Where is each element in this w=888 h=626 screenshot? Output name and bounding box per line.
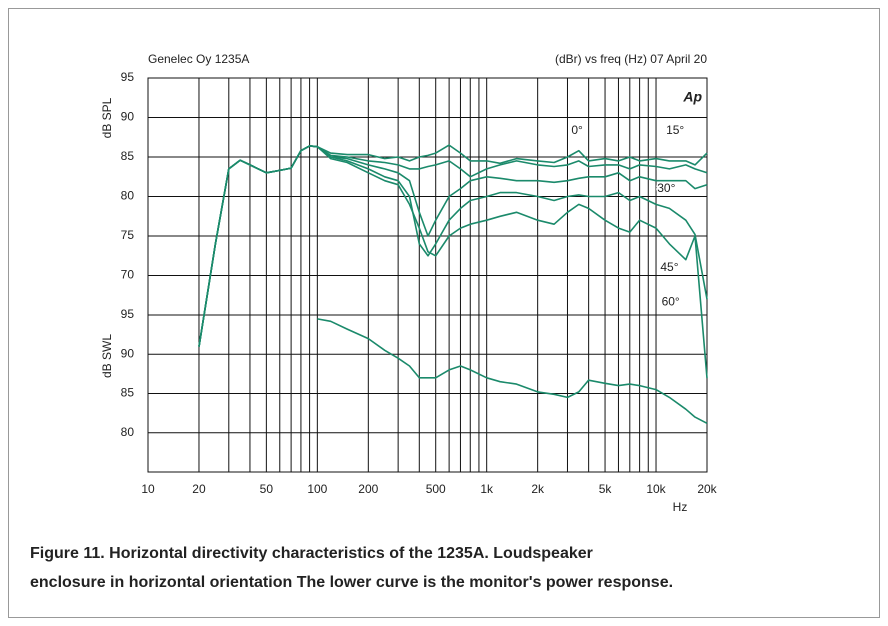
annotation: 30° [657,181,675,195]
chart-subtitle: (dBr) vs freq (Hz) 07 April 20 [555,52,707,66]
annotation: 0° [571,123,583,137]
caption: enclosure in horizontal orientation The … [30,574,673,591]
x-axis-label: Hz [673,500,688,514]
x-tick-label: 10 [141,482,155,496]
logo: Ap [682,89,702,105]
x-tick-label: 50 [260,482,274,496]
caption: Figure 11. Horizontal directivity charac… [30,545,593,562]
annotation: 45° [660,260,678,274]
y-tick-label: 90 [121,110,135,124]
y-tick-label: 95 [121,70,135,84]
y-tick-label: 80 [121,189,135,203]
y-tick-label: 70 [121,268,135,282]
x-tick-label: 1k [480,482,494,496]
y-tick-label: 75 [121,228,135,242]
y2-axis-label: dB SWL [100,334,114,378]
frame [8,8,880,618]
y2-tick-label: 80 [121,425,135,439]
x-tick-label: 10k [646,482,666,496]
series-line [198,145,708,379]
y2-tick-label: 90 [121,346,135,360]
x-tick-label: 2k [531,482,545,496]
x-tick-label: 20k [697,482,717,496]
series-line [317,318,708,425]
y2-tick-label: 95 [121,307,135,321]
x-tick-label: 20 [192,482,206,496]
x-tick-label: 5k [599,482,613,496]
annotation: 60° [662,295,680,309]
x-tick-label: 200 [358,482,378,496]
y-tick-label: 85 [121,149,135,163]
x-tick-label: 500 [426,482,446,496]
y-axis-label: dB SPL [100,97,114,138]
chart-title: Genelec Oy 1235A [148,52,249,66]
x-tick-label: 100 [307,482,327,496]
y2-tick-label: 85 [121,386,135,400]
annotation: 15° [666,123,684,137]
